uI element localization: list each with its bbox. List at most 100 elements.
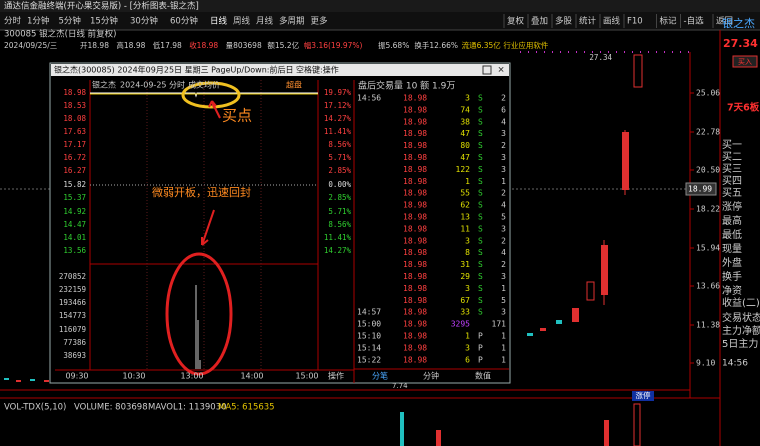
trade-volume: 47	[460, 129, 470, 138]
period-tab[interactable]: 15分钟	[90, 16, 118, 27]
trade-count: 1	[501, 177, 506, 186]
period-tab[interactable]: 分时	[4, 16, 22, 27]
trade-price: 18.98	[403, 129, 427, 138]
bottom-label: 涨停	[636, 390, 651, 400]
trade-count: 1	[501, 284, 506, 293]
buy-button[interactable]	[732, 55, 758, 68]
toolbar	[0, 12, 760, 30]
trade-volume: 6	[465, 355, 470, 364]
tool-button[interactable]: 多股	[555, 16, 573, 27]
trade-price: 18.98	[403, 320, 427, 329]
price-axis-label: 25.06	[696, 89, 720, 98]
quote-field: 净资	[722, 284, 742, 297]
stock-header: 300085 银之杰(日线 前复权)	[4, 29, 117, 40]
trade-time: 15:00	[357, 320, 381, 329]
tool-button[interactable]: F10	[627, 17, 643, 27]
trade-flag: S	[478, 224, 483, 233]
trade-volume: 3	[465, 343, 470, 352]
trade-price: 18.98	[403, 105, 427, 114]
trade-volume: 1	[465, 177, 470, 186]
trade-price: 18.98	[403, 201, 427, 210]
chart-option[interactable]: 超盘	[286, 80, 302, 90]
trade-price: 18.98	[403, 165, 427, 174]
period-tab[interactable]: 60分钟	[170, 16, 198, 27]
trade-volume: 3	[465, 94, 470, 103]
tool-button[interactable]: 复权	[507, 16, 525, 27]
trade-flag: S	[478, 177, 483, 186]
period-tab[interactable]: 日线	[210, 16, 228, 27]
popup-window	[49, 62, 511, 384]
trade-volume: 74	[460, 105, 470, 114]
volume-label: 38693	[63, 351, 86, 360]
percent-label: 17.12%	[324, 101, 352, 110]
period-tab[interactable]: 更多	[311, 16, 329, 27]
tab[interactable]: 数值	[475, 371, 491, 381]
quote-field: 买一	[722, 139, 742, 151]
maximize-button[interactable]	[482, 65, 492, 75]
period-tab[interactable]: 5分钟	[59, 16, 81, 27]
close-button[interactable]: ✕	[497, 66, 504, 76]
trade-count: 3	[501, 224, 506, 233]
volume-label: 116079	[59, 325, 86, 334]
tool-button[interactable]: 画线	[603, 16, 621, 27]
tab[interactable]: 分钟	[423, 371, 439, 381]
price-axis-label: 11.38	[696, 321, 720, 330]
tool-button[interactable]: 返回	[716, 16, 733, 27]
label-box	[632, 391, 654, 401]
streak: 7天6板	[727, 102, 760, 114]
trade-count: 171	[492, 320, 507, 329]
trade-count: 4	[501, 248, 506, 257]
period-tab[interactable]: 30分钟	[130, 16, 158, 27]
current-price: 18.99	[688, 185, 712, 194]
price-label: 14.01	[63, 233, 86, 242]
arrow	[201, 209, 215, 246]
chart-mode: 成交均价	[188, 80, 220, 90]
volume-label: 77386	[63, 338, 86, 347]
trade-count: 3	[501, 308, 506, 317]
period-tab[interactable]: 多周期	[279, 16, 305, 27]
quote-field: 买二	[722, 151, 742, 163]
tool-button[interactable]: 统计	[579, 16, 597, 27]
trade-price: 18.98	[403, 308, 427, 317]
price-label: 18.08	[63, 114, 86, 123]
tab[interactable]: 分笔	[372, 371, 388, 381]
quote-field: 5日主力	[722, 337, 758, 350]
trade-price: 18.98	[403, 177, 427, 186]
trade-count: 2	[501, 94, 506, 103]
trade-time: 14:56	[357, 94, 381, 103]
high-marker: 27.34	[589, 53, 612, 62]
quote-field: 现量	[722, 243, 742, 255]
trade-price: 18.98	[403, 296, 427, 305]
quote-field: 买三	[722, 163, 742, 175]
trade-flag: S	[478, 272, 483, 281]
trade-volume: 1	[465, 332, 470, 341]
trade-count: 4	[501, 117, 506, 126]
trade-volume: 3295	[451, 320, 470, 329]
trade-price: 18.98	[403, 94, 427, 103]
trade-volume: 55	[460, 189, 470, 198]
tool-button[interactable]: 叠加	[531, 16, 548, 27]
time-label[interactable]: 操作	[328, 371, 344, 381]
tool-button[interactable]: -自选	[684, 16, 705, 27]
trade-flag: S	[478, 94, 483, 103]
trade-volume: 122	[456, 165, 471, 174]
percent-label: 8.56%	[328, 140, 351, 149]
trade-price: 18.98	[403, 284, 427, 293]
tool-button[interactable]: 标记	[660, 16, 678, 27]
trade-volume: 47	[460, 153, 470, 162]
percent-label: 2.85%	[328, 166, 351, 175]
price-axis-label: 18.22	[696, 205, 720, 214]
period-tab[interactable]: 周线	[233, 16, 251, 27]
period-tab[interactable]: 月线	[256, 16, 274, 27]
trade-flag: S	[478, 189, 483, 198]
trade-flag: S	[478, 201, 483, 210]
trade-count: 2	[501, 236, 506, 245]
annotation: 买点	[222, 107, 252, 125]
quote-field: 最低	[722, 228, 742, 241]
trade-flag: P	[478, 332, 483, 341]
buy-button-label[interactable]: 买入	[738, 58, 752, 66]
period-tab[interactable]: 1分钟	[27, 16, 49, 27]
trade-price: 18.98	[403, 224, 427, 233]
percent-label: 0.00%	[328, 180, 351, 189]
